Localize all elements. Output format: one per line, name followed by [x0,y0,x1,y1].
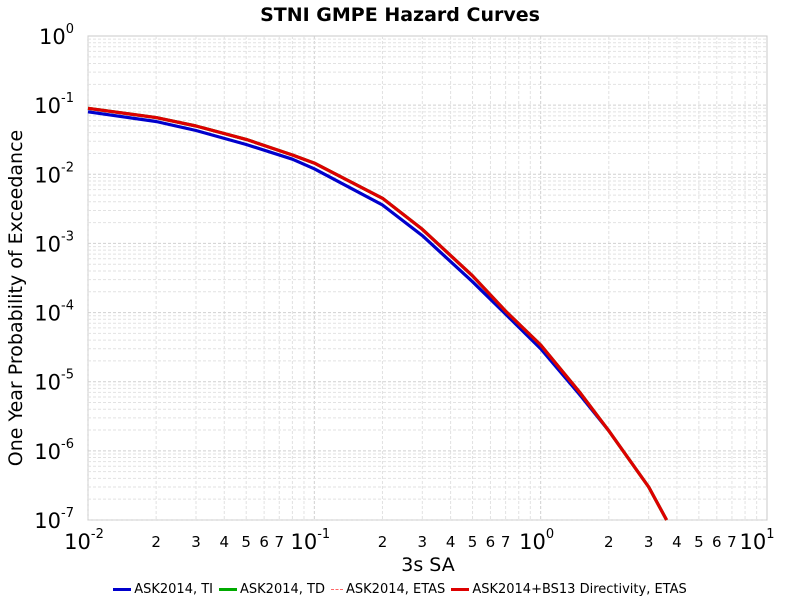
legend-item: ASK2014, TI [113,582,213,597]
plot-area [87,35,768,521]
x-minor-tick-label: 3 [418,533,428,551]
y-tick-label: 10-6 [34,437,74,464]
y-tick-label: 10-3 [34,229,74,256]
x-minor-tick-label: 6 [712,533,722,551]
y-tick-label: 10-7 [34,506,74,533]
y-tick-exponent: -4 [61,299,74,314]
x-tick-base: 10 [519,530,546,554]
chart-title: STNI GMPE Hazard Curves [260,4,540,26]
x-tick-label: 10-1 [290,527,330,554]
y-tick-exponent: -2 [61,160,74,175]
y-tick-base: 10 [34,163,61,187]
legend-swatch [451,587,470,591]
y-tick-base: 10 [34,371,61,395]
y-tick-exponent: -7 [61,506,74,521]
y-tick-exponent: -5 [61,368,74,383]
x-minor-tick-label: 7 [501,533,511,551]
x-tick-exponent: 0 [546,527,554,542]
legend-label: ASK2014, ETAS [346,581,446,597]
x-minor-tick-label: 4 [219,533,229,551]
x-tick-exponent: 1 [766,527,774,542]
x-minor-tick-label: 4 [672,533,682,551]
x-tick-exponent: -2 [91,527,104,542]
x-minor-tick-label: 6 [259,533,269,551]
x-minor-tick-label: 4 [446,533,456,551]
y-tick-label: 10-4 [34,299,74,326]
legend-item: ASK2014, TD [219,582,325,597]
x-tick-base: 10 [290,530,317,554]
y-tick-base: 10 [34,302,61,326]
y-tick-label: 10-2 [34,160,74,187]
y-tick-base: 10 [34,509,61,533]
legend-swatch [331,588,343,590]
x-minor-tick-label: 2 [604,533,614,551]
y-tick-base: 10 [34,232,61,256]
x-minor-tick-label: 5 [241,533,251,551]
x-tick-label: 101 [739,527,774,554]
x-minor-tick-label: 2 [378,533,388,551]
legend-label: ASK2014, TI [134,581,214,597]
x-tick-label: 100 [519,527,554,554]
series-line-1 [87,110,611,432]
x-tick-exponent: -1 [317,527,330,542]
x-minor-tick-label: 3 [191,533,201,551]
x-minor-tick-label: 7 [727,533,737,551]
x-minor-tick-label: 6 [486,533,496,551]
x-axis-title: 3s SA [401,554,454,576]
legend-label: ASK2014+BS13 Directivity, ETAS [472,581,687,597]
y-tick-base: 10 [34,94,61,118]
y-tick-base: 10 [34,440,61,464]
series-layer [87,106,669,521]
legend-item: ASK2014+BS13 Directivity, ETAS [451,581,687,597]
y-tick-label: 10-5 [34,368,74,395]
legend: ASK2014, TI ASK2014, TD ASK2014, ETAS ASK20… [0,579,800,599]
legend-swatch [113,587,132,591]
y-tick-label: 10-1 [34,91,74,118]
legend-item: ASK2014, ETAS [331,582,445,597]
legend-label: ASK2014, TD [240,581,325,597]
y-axis-title: One Year Probability of Exceedance [5,130,27,466]
x-minor-tick-label: 5 [468,533,478,551]
y-tick-label: 100 [39,22,74,49]
x-minor-tick-label: 5 [694,533,704,551]
x-minor-tick-label: 7 [275,533,285,551]
x-tick-label: 10-2 [64,527,104,554]
y-tick-exponent: -1 [61,91,74,106]
y-tick-base: 10 [39,25,66,49]
x-minor-tick-label: 2 [151,533,161,551]
y-tick-exponent: -6 [61,437,74,452]
x-tick-base: 10 [739,530,766,554]
y-tick-exponent: -3 [61,229,74,244]
x-tick-base: 10 [64,530,91,554]
y-tick-exponent: 0 [66,22,74,37]
x-minor-tick-label: 3 [644,533,654,551]
legend-swatch [219,587,238,591]
series-line-4 [87,106,669,521]
